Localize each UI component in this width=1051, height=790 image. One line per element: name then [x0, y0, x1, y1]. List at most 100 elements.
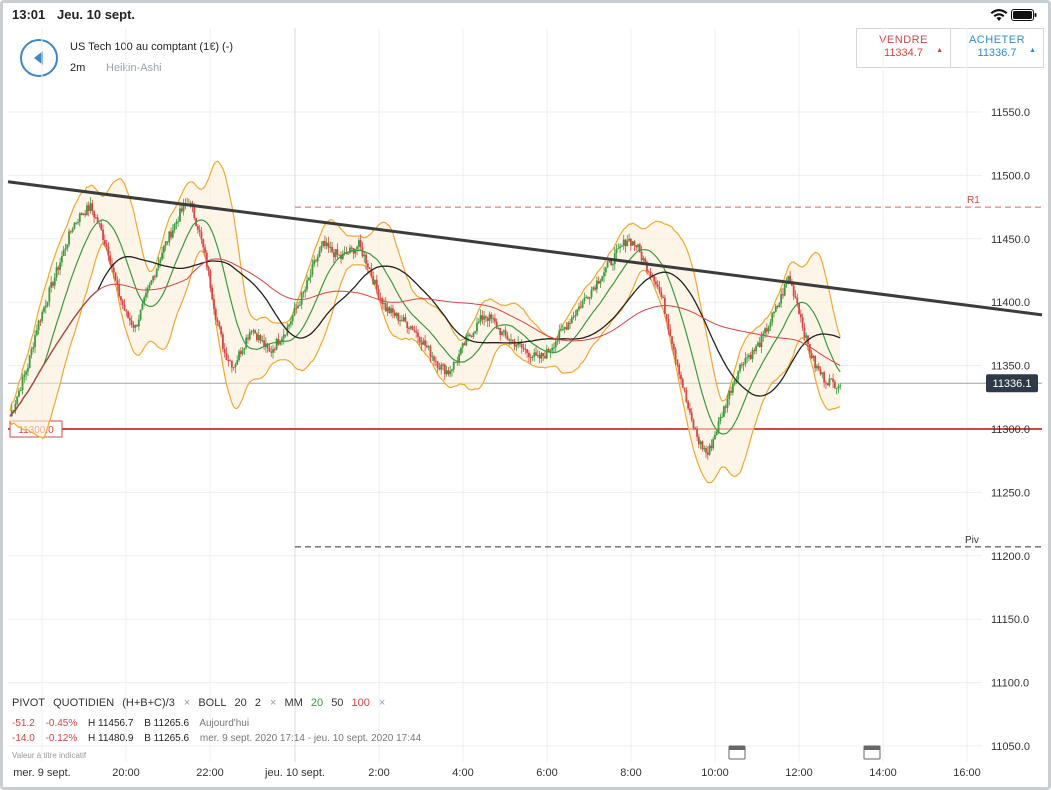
candle: [830, 378, 833, 380]
candle: [293, 308, 296, 316]
candle: [561, 328, 564, 330]
candle: [622, 239, 625, 246]
candle: [205, 252, 208, 267]
candle: [273, 349, 276, 351]
buy-button[interactable]: ACHETER 11336.7 ▲: [951, 29, 1043, 67]
remove-boll-button[interactable]: ×: [269, 697, 277, 709]
legend-boll[interactable]: BOLL: [198, 697, 227, 709]
bollinger-fill: [10, 161, 841, 483]
candle: [68, 231, 70, 245]
candle: [485, 316, 487, 318]
candle: [324, 240, 326, 246]
candle: [454, 361, 457, 363]
remove-mm-button[interactable]: ×: [378, 697, 386, 709]
candle: [680, 374, 682, 380]
candle: [724, 406, 727, 408]
candle: [789, 275, 792, 284]
candle: [408, 327, 410, 329]
period-label: Aujourd'hui: [199, 718, 250, 729]
candle: [64, 248, 67, 250]
candle: [198, 229, 201, 232]
x-tick-label: 20:00: [112, 767, 140, 779]
candle: [322, 240, 325, 247]
remove-pivot-button[interactable]: ×: [183, 697, 191, 709]
candle: [536, 354, 539, 356]
current-price-tag: 11336.1: [986, 374, 1038, 393]
sell-button[interactable]: VENDRE 11334.7 ▲: [857, 29, 951, 67]
candle: [390, 308, 393, 314]
candle: [535, 352, 537, 356]
candle: [282, 334, 285, 339]
candle: [705, 448, 707, 453]
candle: [748, 354, 750, 358]
candle: [243, 347, 246, 350]
candle: [812, 355, 815, 359]
bollinger-bands: [9, 160, 841, 484]
candle: [699, 441, 702, 445]
candle: [723, 406, 725, 417]
candle: [177, 221, 180, 223]
candle: [669, 329, 672, 337]
candle: [329, 246, 332, 248]
candle: [757, 342, 759, 346]
candle: [547, 348, 550, 352]
candle: [71, 228, 74, 232]
candle: [488, 314, 491, 321]
candle: [608, 260, 611, 263]
candle: [783, 283, 786, 296]
candle: [275, 338, 278, 350]
candle: [493, 318, 496, 322]
candle: [515, 345, 518, 347]
candle: [726, 399, 729, 408]
candle: [762, 333, 765, 336]
candle: [587, 297, 589, 299]
candle: [468, 334, 471, 337]
timeframe-selector[interactable]: 2m: [70, 62, 86, 74]
candle: [250, 331, 253, 333]
candle: [154, 276, 156, 278]
candle: [517, 342, 520, 346]
candle: [290, 321, 292, 325]
candle: [55, 267, 58, 278]
candle: [116, 280, 119, 285]
back-button[interactable]: [20, 39, 58, 77]
legend-mm[interactable]: MM: [284, 697, 303, 709]
buy-price: 11336.7: [977, 47, 1017, 59]
y-tick-label: 11450.0: [991, 234, 1030, 246]
candle: [676, 359, 679, 365]
legend-pivot-period: QUOTIDIEN: [53, 697, 115, 709]
candle: [433, 356, 435, 361]
candle: [510, 339, 512, 341]
candle: [502, 330, 505, 332]
candle: [529, 357, 532, 359]
candle: [753, 350, 756, 352]
y-axis: 11550.0 11500.0 11450.0 11400.0 11350.0 11300…: [991, 107, 1030, 753]
legend-pivot[interactable]: PIVOT: [12, 697, 46, 709]
candle: [162, 245, 165, 253]
x-tick-label: 12:00: [785, 767, 813, 779]
candle: [298, 304, 301, 306]
candle: [687, 401, 690, 409]
chart-type-selector[interactable]: Heikin-Ashi: [106, 62, 162, 74]
candle: [225, 352, 228, 361]
candle: [579, 306, 582, 308]
candle: [404, 317, 407, 322]
trendline-resistance: [7, 180, 1043, 317]
candle: [692, 419, 695, 428]
candle: [483, 316, 486, 320]
candle: [710, 445, 713, 449]
candle: [771, 313, 774, 323]
candle: [728, 390, 731, 400]
candle: [522, 347, 525, 349]
candle: [14, 403, 17, 411]
candle: [801, 317, 804, 328]
candle: [438, 367, 441, 370]
candle: [760, 335, 763, 347]
candle: [121, 300, 124, 305]
candle: [288, 324, 291, 327]
x-tick-label: mer. 9 sept.: [13, 767, 70, 779]
instrument-name[interactable]: US Tech 100 au comptant (1€) (-): [70, 41, 234, 53]
candle: [646, 262, 648, 272]
candle: [440, 364, 443, 370]
